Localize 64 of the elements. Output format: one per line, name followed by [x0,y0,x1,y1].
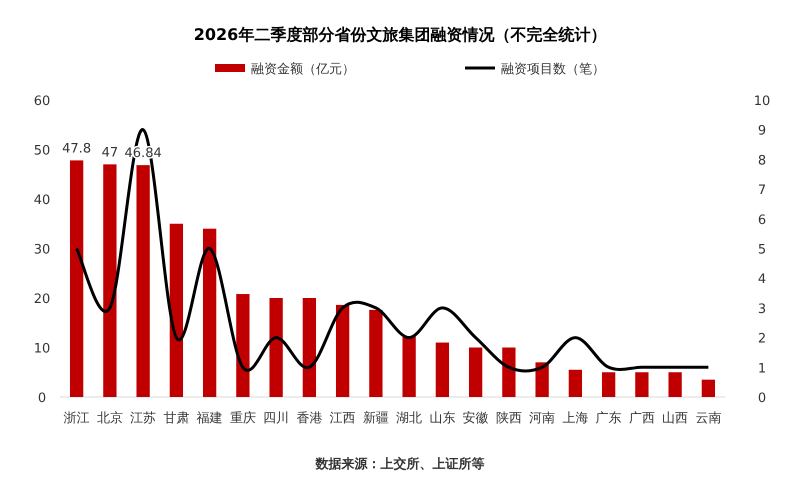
y-tick-label: 0 [38,391,46,406]
y-tick-label: 60 [34,94,50,109]
x-tick-label: 甘肃 [163,411,190,426]
x-tick-label: 新疆 [362,411,389,426]
bar [702,380,716,397]
source-note: 数据来源：上交所、上证所等 [314,456,484,472]
bar [202,228,216,397]
bar [502,348,516,397]
bar [635,372,649,397]
y2-tick-label: 4 [758,272,766,288]
bar [602,372,616,397]
bar [269,298,283,397]
x-tick-label: 福建 [196,411,223,426]
y2-tick-label: 8 [758,153,766,168]
bar [402,336,416,397]
x-tick-label: 重庆 [230,411,256,426]
x-tick-label: 上海 [562,411,588,426]
x-tick-label: 广东 [596,411,622,426]
y2-tick-label: 1 [758,361,766,376]
y-tick-label: 10 [34,342,50,356]
x-tick-label: 安徽 [462,410,489,426]
chart-title: 2026年二季度部分省份文旅集团融资情况（不完全统计） [194,25,606,44]
bar [369,310,383,397]
x-tick-label: 江苏 [130,411,156,426]
y2-tick-label: 5 [758,242,766,258]
bar [302,298,316,397]
bar [70,160,84,397]
bar [136,165,150,397]
bar [336,304,350,397]
x-tick-label: 云南 [695,411,722,426]
data-label: 47 [102,145,118,160]
x-tick-label: 湖北 [396,411,422,426]
x-tick-label: 山西 [662,411,688,426]
x-tick-label: 香港 [296,411,322,426]
y-tick-label: 30 [34,242,50,258]
y2-tick-label: 10 [754,94,770,109]
y2-tick-label: 6 [758,212,766,228]
bar [236,294,250,397]
y-tick-label: 50 [34,144,50,158]
y2-tick-label: 9 [758,124,766,139]
x-tick-label: 浙江 [64,411,90,426]
legend-label: 融资项目数（笔） [501,62,605,77]
data-label: 47.8 [62,141,92,156]
y2-tick-label: 0 [758,391,766,406]
x-tick-label: 陕西 [496,411,522,426]
x-tick-label: 山东 [429,411,456,426]
legend-label: 融资金额（亿元） [251,62,355,77]
x-tick-label: 河南 [529,411,556,426]
y2-tick-label: 3 [758,302,766,317]
y-tick-label: 20 [34,292,50,307]
bar [170,224,184,397]
bar [436,342,450,397]
y2-tick-label: 2 [758,332,766,347]
bar [103,164,117,397]
y2-tick-label: 7 [758,183,766,198]
y-tick-label: 40 [34,193,50,208]
bar [668,372,682,397]
x-tick-label: 江西 [330,411,356,426]
x-tick-label: 北京 [96,411,123,426]
bar [568,370,582,397]
bar [468,348,482,397]
x-tick-label: 广西 [628,411,655,426]
bar [535,362,549,397]
x-tick-label: 四川 [263,411,290,426]
